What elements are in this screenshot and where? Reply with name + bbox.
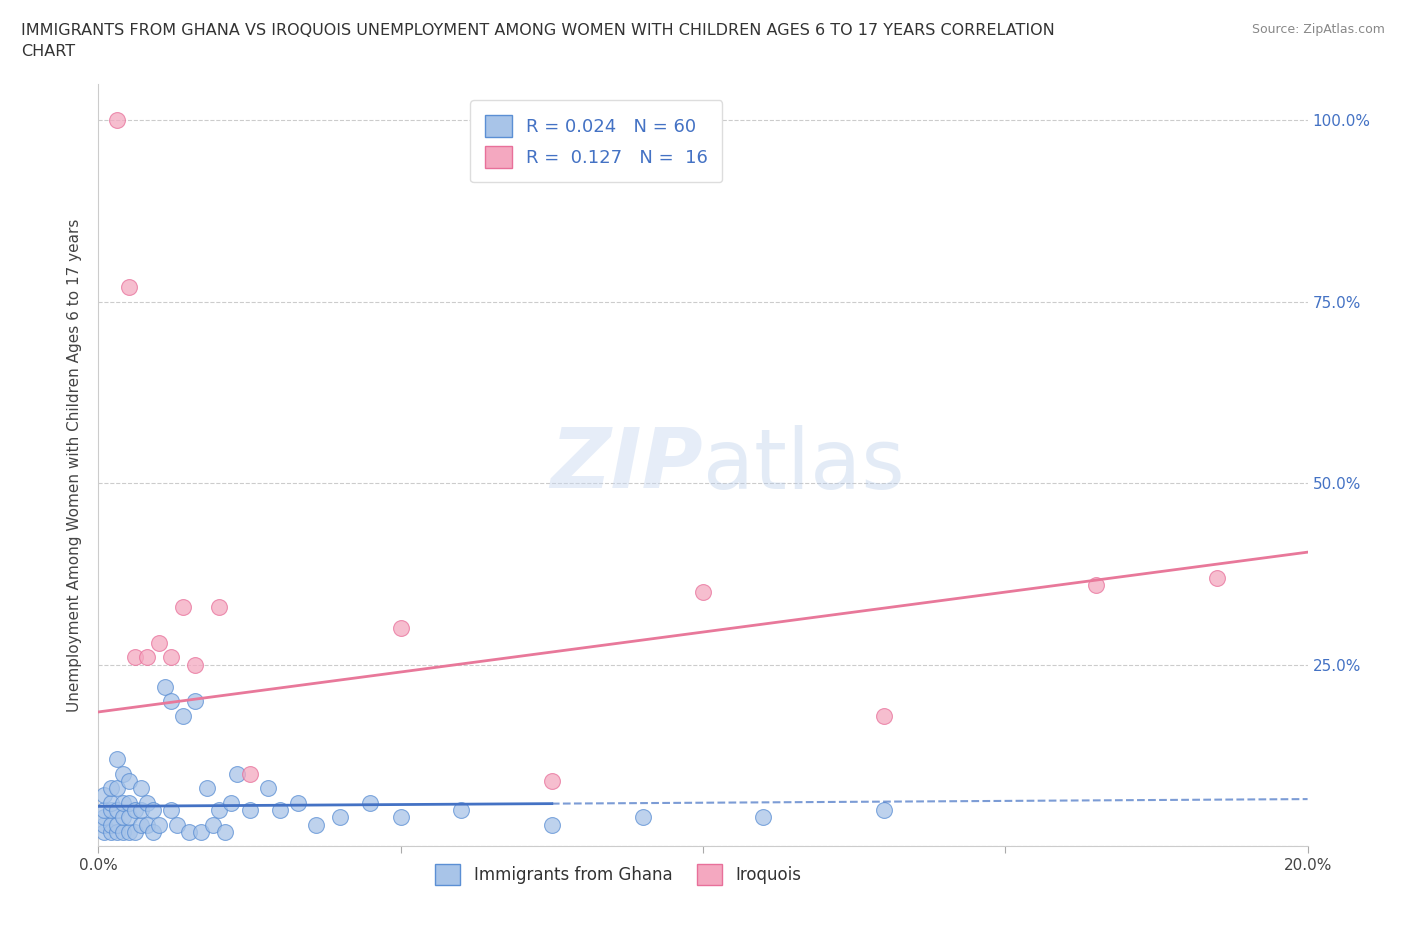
Point	[111, 824, 134, 839]
Point	[100, 824, 122, 839]
Point	[124, 824, 146, 839]
Point	[111, 810, 134, 825]
Point	[752, 810, 775, 825]
Point	[360, 795, 382, 810]
Point	[389, 810, 412, 825]
Point	[118, 795, 141, 810]
Point	[111, 766, 134, 781]
Point	[692, 585, 714, 600]
Point	[148, 817, 170, 832]
Point	[184, 694, 207, 709]
Point	[450, 803, 472, 817]
Point	[195, 781, 218, 796]
Point	[184, 658, 207, 672]
Point	[239, 766, 262, 781]
Text: atlas: atlas	[703, 424, 904, 506]
Point	[142, 803, 165, 817]
Text: Source: ZipAtlas.com: Source: ZipAtlas.com	[1251, 23, 1385, 36]
Point	[287, 795, 309, 810]
Point	[214, 824, 236, 839]
Point	[118, 810, 141, 825]
Text: IMMIGRANTS FROM GHANA VS IROQUOIS UNEMPLOYMENT AMONG WOMEN WITH CHILDREN AGES 6 : IMMIGRANTS FROM GHANA VS IROQUOIS UNEMPL…	[21, 23, 1054, 38]
Point	[105, 824, 128, 839]
Point	[105, 781, 128, 796]
Point	[389, 621, 412, 636]
Y-axis label: Unemployment Among Women with Children Ages 6 to 17 years: Unemployment Among Women with Children A…	[67, 219, 83, 711]
Point	[269, 803, 291, 817]
Point	[93, 824, 115, 839]
Point	[190, 824, 212, 839]
Point	[166, 817, 188, 832]
Point	[93, 803, 115, 817]
Point	[873, 708, 896, 723]
Point	[540, 817, 562, 832]
Point	[160, 694, 183, 709]
Point	[221, 795, 243, 810]
Point	[179, 824, 201, 839]
Point	[148, 635, 170, 650]
Point	[631, 810, 654, 825]
Point	[256, 781, 278, 796]
Point	[118, 824, 141, 839]
Point	[100, 781, 122, 796]
Point	[100, 795, 122, 810]
Point	[105, 113, 128, 127]
Point	[100, 817, 122, 832]
Point	[160, 803, 183, 817]
Point	[129, 803, 152, 817]
Point	[160, 650, 183, 665]
Point	[93, 810, 115, 825]
Point	[124, 803, 146, 817]
Point	[124, 650, 146, 665]
Point	[93, 817, 115, 832]
Point	[105, 751, 128, 766]
Point	[129, 781, 152, 796]
Point	[111, 795, 134, 810]
Point	[329, 810, 352, 825]
Point	[100, 803, 122, 817]
Text: CHART: CHART	[21, 44, 75, 59]
Point	[202, 817, 225, 832]
Point	[135, 817, 157, 832]
Legend: Immigrants from Ghana, Iroquois: Immigrants from Ghana, Iroquois	[429, 857, 808, 891]
Text: ZIP: ZIP	[550, 424, 703, 506]
Point	[153, 679, 176, 694]
Point	[239, 803, 262, 817]
Point	[540, 774, 562, 789]
Point	[142, 824, 165, 839]
Point	[105, 803, 128, 817]
Point	[208, 599, 231, 614]
Point	[93, 788, 115, 803]
Point	[135, 650, 157, 665]
Point	[118, 774, 141, 789]
Point	[118, 280, 141, 295]
Point	[105, 817, 128, 832]
Point	[1206, 570, 1229, 585]
Point	[208, 803, 231, 817]
Point	[172, 708, 194, 723]
Point	[873, 803, 896, 817]
Point	[135, 795, 157, 810]
Point	[226, 766, 249, 781]
Point	[129, 817, 152, 832]
Point	[172, 599, 194, 614]
Point	[305, 817, 328, 832]
Point	[1085, 578, 1108, 592]
